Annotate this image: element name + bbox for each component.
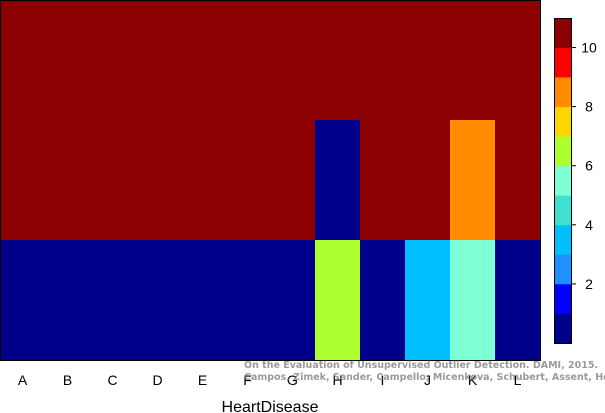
x-tick-label: A [18, 372, 28, 388]
heatmap-cell [0, 120, 46, 241]
heatmap-cell [360, 0, 406, 121]
heatmap-cell [450, 120, 496, 241]
colorbar-segment [554, 47, 571, 78]
x-tick-labels: A B C D E F G H I J K L [18, 372, 522, 388]
heatmap-cell [270, 0, 316, 121]
colorbar-segment [554, 18, 571, 48]
colorbar-segment [554, 165, 571, 196]
heatmap-cell [135, 240, 181, 361]
heatmap-cell [180, 0, 226, 121]
heatmap-cell [495, 240, 541, 361]
heatmap-cell [225, 0, 271, 121]
heatmap-cell [0, 240, 46, 361]
colorbar-tick-label: 6 [585, 158, 593, 174]
heatmap-cells [0, 0, 541, 361]
heatmap-cell [225, 120, 271, 241]
heatmap-cell [180, 240, 226, 361]
heatmap-cell [405, 120, 451, 241]
x-tick-label: E [198, 372, 207, 388]
citation-line-2: Campos, Zimek, Sander, Campello, Micenko… [244, 372, 605, 383]
colorbar-segment [554, 195, 571, 226]
colorbar-tick-label: 2 [585, 276, 593, 292]
heatmap-cell [360, 120, 406, 241]
heatmap-cell [45, 120, 91, 241]
x-tick-label: C [107, 372, 117, 388]
x-tick-label: G [287, 372, 298, 388]
colorbar-segment [554, 77, 571, 108]
heatmap-cell [0, 0, 46, 121]
colorbar [554, 18, 572, 344]
colorbar-segment [554, 254, 571, 285]
colorbar-segment [554, 106, 571, 137]
heatmap-cell [90, 120, 136, 241]
x-tick-label: K [468, 372, 478, 388]
heatmap-cell [495, 0, 541, 121]
colorbar-tick-label: 4 [585, 217, 593, 233]
x-tick-label: B [63, 372, 72, 388]
heatmap-cell [135, 0, 181, 121]
x-tick-label: H [332, 372, 342, 388]
heatmap-cell [315, 240, 361, 361]
colorbar-tick-label: 10 [581, 40, 597, 56]
colorbar-tick-labels: 2 4 6 8 10 [571, 40, 597, 292]
heatmap-cell [405, 0, 451, 121]
heatmap-cell [135, 120, 181, 241]
citation-watermark: On the Evaluation of Unsupervised Outlie… [244, 360, 605, 384]
heatmap-cell [315, 120, 361, 241]
heatmap-cell [90, 240, 136, 361]
heatmap-cell [360, 240, 406, 361]
x-tick-label: J [424, 372, 431, 388]
colorbar-segment [554, 283, 571, 314]
heatmap-cell [270, 240, 316, 361]
x-tick-label: D [152, 372, 162, 388]
heatmap-cell [450, 240, 496, 361]
heatmap-cell [495, 120, 541, 241]
heatmap-cell [225, 240, 271, 361]
colorbar-segment [554, 313, 571, 344]
x-axis-title: HeartDisease [222, 399, 319, 413]
citation-line-1: On the Evaluation of Unsupervised Outlie… [244, 360, 599, 371]
heatmap-cell [45, 240, 91, 361]
x-tick-label: F [243, 372, 252, 388]
colorbar-segment [554, 136, 571, 167]
x-tick-label: L [514, 372, 522, 388]
x-tick-label: I [381, 372, 385, 388]
plot-border [0, 0, 541, 361]
colorbar-segment [554, 224, 571, 255]
colorbar-border [554, 18, 572, 344]
heatmap-cell [450, 0, 496, 121]
heatmap-cell [45, 0, 91, 121]
heatmap-cell [405, 240, 451, 361]
heatmap-cell [270, 120, 316, 241]
colorbar-tick-label: 8 [585, 99, 593, 115]
heatmap-cell [180, 120, 226, 241]
heatmap-cell [315, 0, 361, 121]
heatmap-cell [90, 0, 136, 121]
